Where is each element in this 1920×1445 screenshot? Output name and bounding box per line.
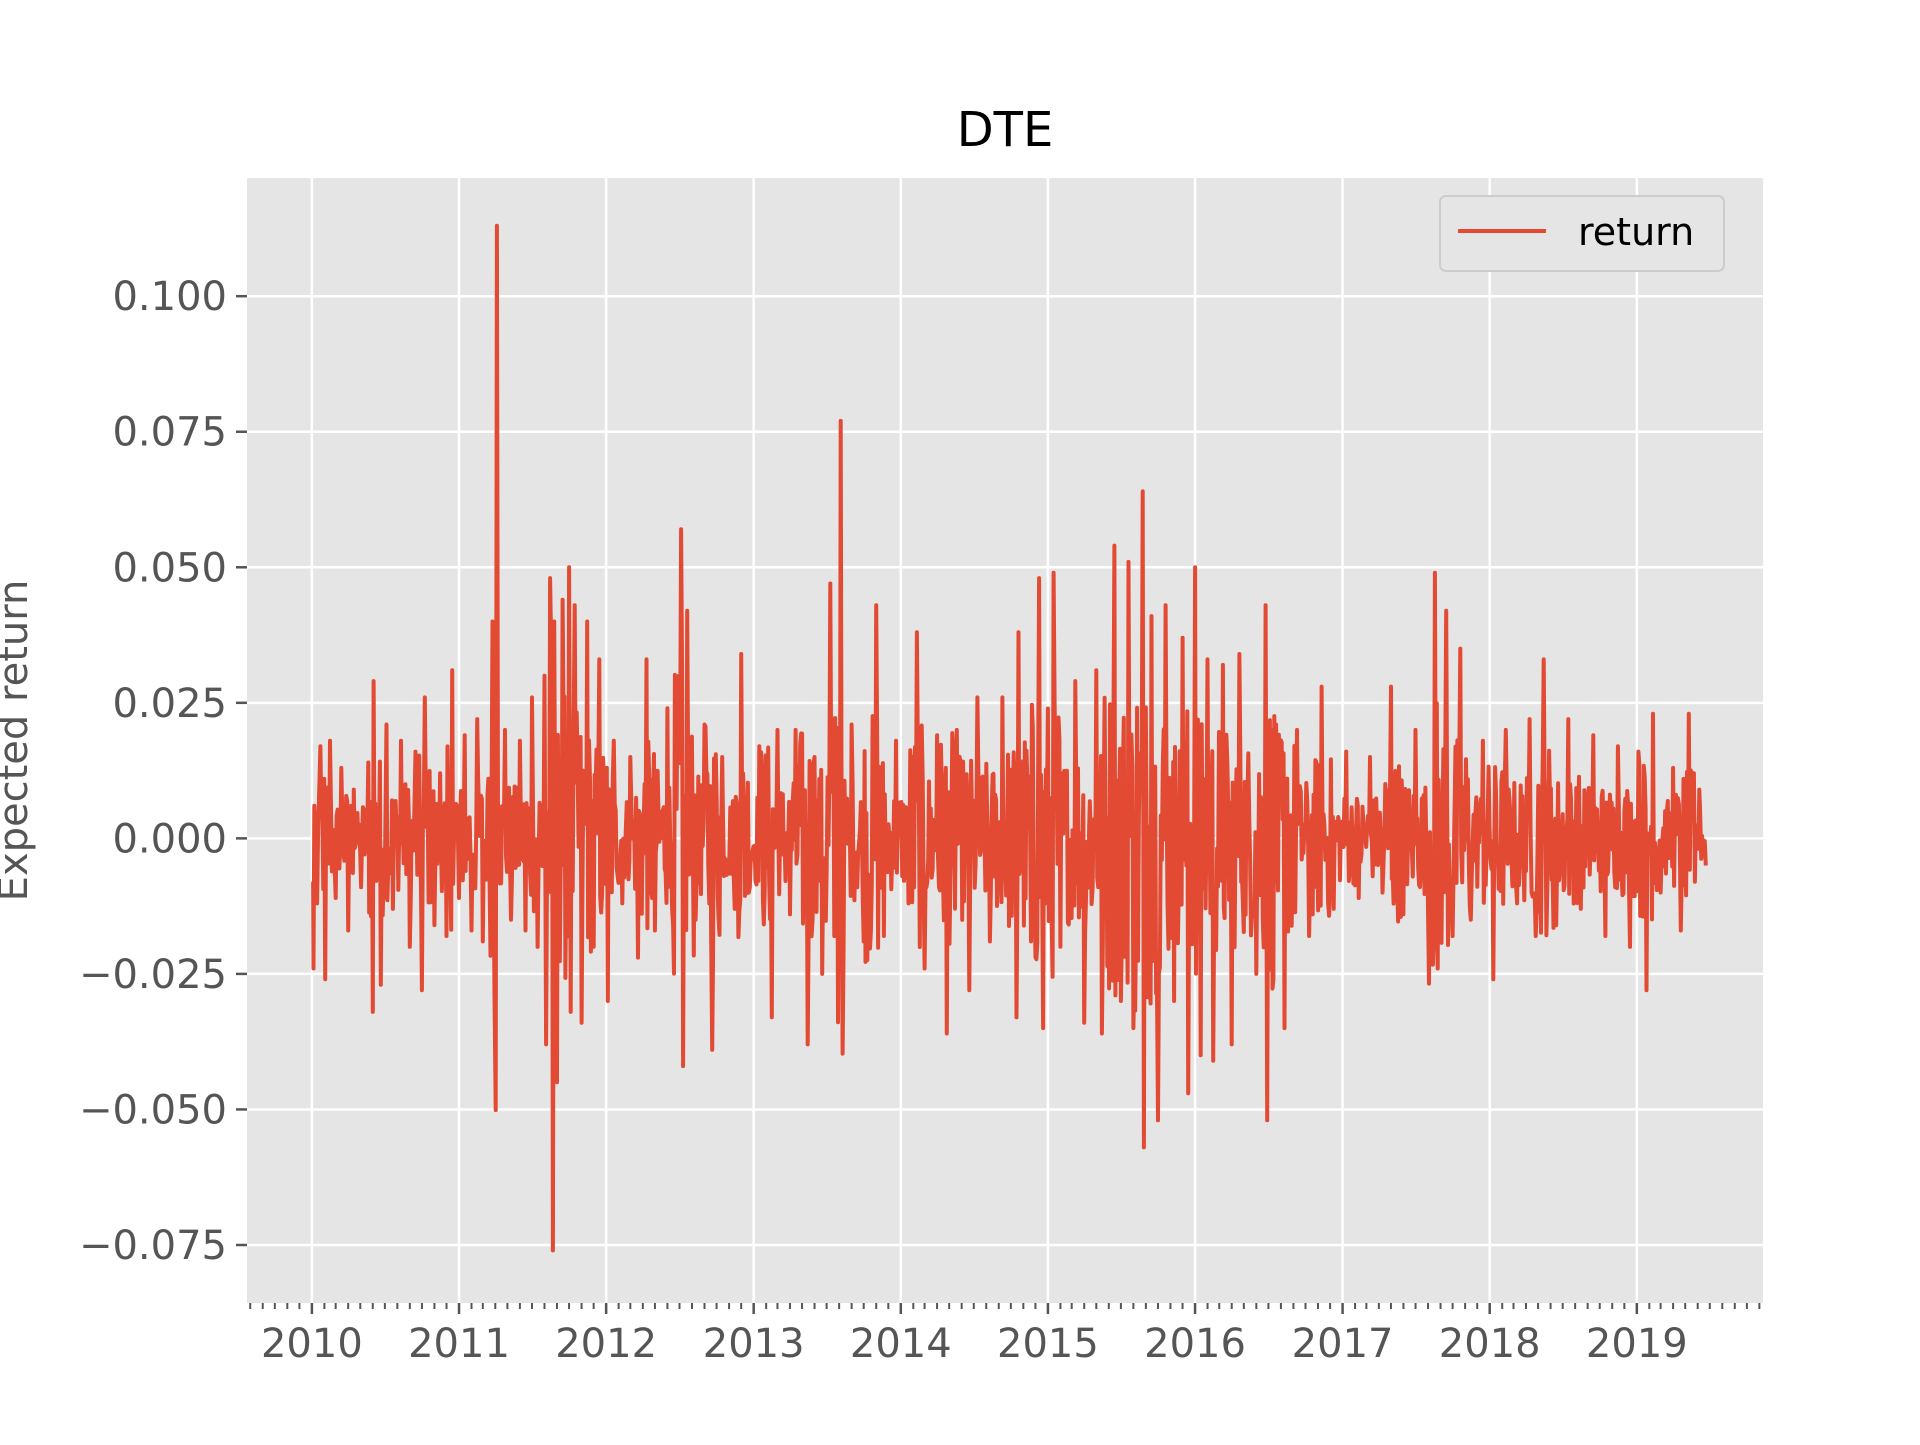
y-axis-label: Expected return xyxy=(0,580,37,902)
x-tick-label: 2015 xyxy=(997,1321,1099,1367)
y-tick-label: −0.075 xyxy=(79,1223,227,1269)
axes: 0.100 0.075 0.050 0.025 0.000 −0.025 −0.050 −0.… xyxy=(79,274,1761,1367)
series-layer xyxy=(311,223,1708,1253)
x-tick-label: 2014 xyxy=(850,1321,952,1367)
x-tick-label: 2018 xyxy=(1439,1321,1541,1367)
legend-label-return: return xyxy=(1578,210,1694,254)
x-tick-label: 2011 xyxy=(408,1321,510,1367)
y-tick-label: 0.050 xyxy=(112,545,227,591)
x-tick-label: 2017 xyxy=(1292,1321,1394,1367)
x-tick-label: 2013 xyxy=(703,1321,805,1367)
x-tick-label: 2012 xyxy=(555,1321,657,1367)
legend-box xyxy=(1439,195,1725,272)
y-tick-label: 0.075 xyxy=(112,410,227,456)
y-tick-label: 0.100 xyxy=(112,274,227,320)
x-tick-label: 2019 xyxy=(1586,1321,1688,1367)
x-tick-label: 2010 xyxy=(261,1321,363,1367)
legend: return xyxy=(1439,195,1725,272)
x-tick-label: 2016 xyxy=(1144,1321,1246,1367)
plot-background xyxy=(247,178,1763,1303)
y-tick-label: 0.000 xyxy=(112,816,227,862)
y-tick-label: −0.050 xyxy=(79,1087,227,1133)
y-tick-label: 0.025 xyxy=(112,681,227,727)
chart-title: DTE xyxy=(957,102,1054,158)
series-line-return xyxy=(311,223,1708,1253)
y-tick-label: −0.025 xyxy=(79,952,227,998)
